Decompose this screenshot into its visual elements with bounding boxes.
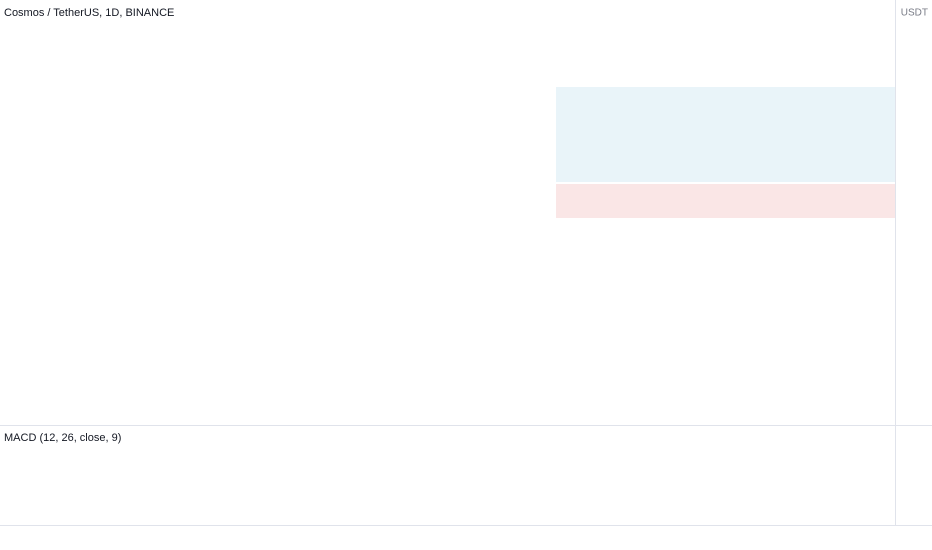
chart-title: Cosmos / TetherUS, 1D, BINANCE	[4, 7, 174, 19]
macd-title: MACD (12, 26, close, 9)	[4, 432, 121, 444]
loss-zone	[556, 184, 895, 218]
profit-zone	[556, 87, 895, 182]
axis-unit: USDT	[901, 8, 928, 19]
